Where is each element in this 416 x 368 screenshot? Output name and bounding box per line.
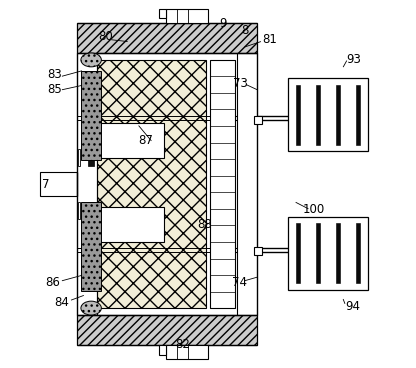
Bar: [81, 71, 102, 160]
Bar: [100, 123, 164, 158]
Bar: [97, 60, 206, 308]
Text: 93: 93: [347, 53, 362, 66]
Bar: [88, 202, 94, 289]
Bar: [166, 9, 208, 22]
Text: 74: 74: [232, 276, 247, 289]
Ellipse shape: [81, 53, 102, 67]
Bar: [316, 223, 320, 283]
Text: 87: 87: [139, 134, 154, 147]
Bar: [88, 79, 94, 166]
Bar: [296, 85, 300, 145]
Text: 7: 7: [42, 177, 49, 191]
Text: 100: 100: [303, 203, 325, 216]
Bar: [78, 202, 80, 219]
Bar: [100, 207, 164, 242]
Text: 86: 86: [45, 276, 60, 289]
Bar: [40, 172, 77, 196]
Bar: [336, 223, 340, 283]
Bar: [254, 247, 262, 255]
Bar: [356, 85, 360, 145]
Text: 8: 8: [241, 24, 248, 37]
Bar: [336, 85, 340, 145]
Bar: [287, 217, 368, 290]
Text: 88: 88: [197, 218, 212, 231]
Text: 85: 85: [47, 82, 62, 96]
Bar: [296, 223, 300, 283]
Bar: [254, 116, 262, 124]
Text: 84: 84: [54, 296, 69, 309]
Bar: [166, 346, 208, 359]
Bar: [159, 346, 166, 355]
Ellipse shape: [81, 301, 102, 315]
Bar: [77, 315, 258, 346]
Bar: [77, 22, 258, 53]
Bar: [78, 149, 80, 166]
Bar: [77, 53, 258, 315]
Bar: [81, 202, 102, 291]
Text: 94: 94: [345, 300, 360, 313]
Bar: [287, 78, 368, 151]
Text: 82: 82: [175, 338, 190, 351]
Text: 9: 9: [219, 17, 226, 30]
Text: 73: 73: [233, 77, 248, 90]
Text: 80: 80: [98, 29, 113, 43]
Bar: [356, 223, 360, 283]
Bar: [210, 60, 235, 308]
Text: 81: 81: [262, 33, 277, 46]
Bar: [159, 9, 166, 18]
Bar: [316, 85, 320, 145]
Text: 83: 83: [47, 68, 62, 81]
